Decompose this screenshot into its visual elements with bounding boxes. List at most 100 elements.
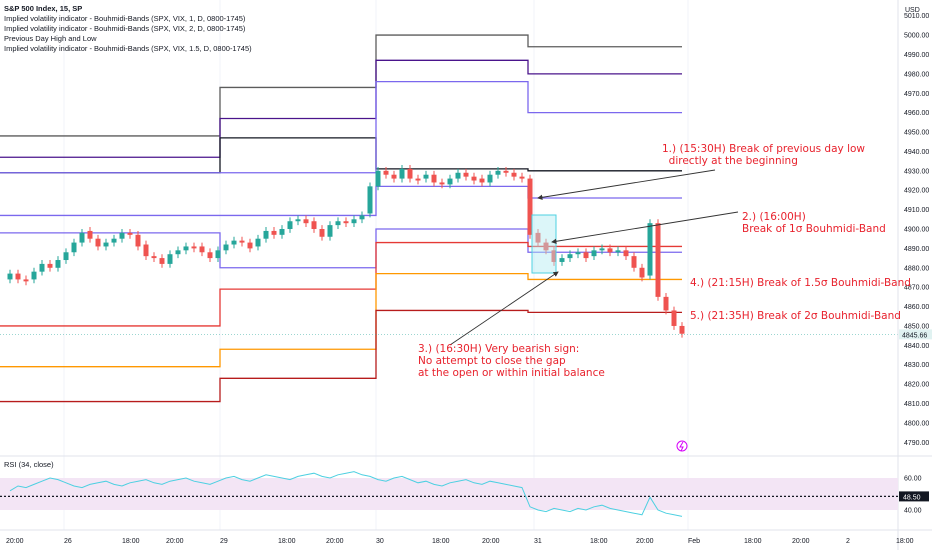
legend-line[interactable]: Implied volatility indicator - Bouhmidi-… xyxy=(4,44,252,53)
candle-body xyxy=(39,263,45,272)
candle-body xyxy=(399,168,405,179)
band-line xyxy=(0,228,682,269)
legend-title[interactable]: S&P 500 Index, 15, SP xyxy=(4,4,83,13)
y-tick-label: 4810.00 xyxy=(904,401,929,408)
candle-body xyxy=(135,234,141,247)
candle-body xyxy=(71,242,77,253)
x-tick-label: 20:00 xyxy=(166,538,184,545)
candle-body xyxy=(663,296,669,311)
candle-body xyxy=(583,252,589,259)
legend: S&P 500 Index, 15, SP Implied volatility… xyxy=(4,4,252,54)
candle-body xyxy=(551,250,557,262)
band-line xyxy=(0,137,682,174)
y-tick-label: 4880.00 xyxy=(904,265,929,272)
candle-body xyxy=(15,273,21,280)
candle-body xyxy=(247,242,253,249)
x-tick-label: 18:00 xyxy=(590,538,608,545)
y-tick-label: 4800.00 xyxy=(904,420,929,427)
candle-body xyxy=(543,242,549,251)
candle-body xyxy=(559,258,565,262)
y-tick-label: 4900.00 xyxy=(904,227,929,234)
candle-body xyxy=(47,263,53,268)
candle-body xyxy=(311,221,317,229)
annotation-5: 5.) (21:35H) Break of 2σ Bouhmidi-Band xyxy=(690,310,901,322)
candle-body xyxy=(303,219,309,224)
candle-body xyxy=(671,310,677,326)
candle-body xyxy=(159,258,165,264)
candle-body xyxy=(103,242,109,247)
legend-line[interactable]: Previous Day High and Low xyxy=(4,34,97,43)
candle-body xyxy=(111,238,117,243)
y-tick-label: 5000.00 xyxy=(904,33,929,40)
candle-body xyxy=(407,168,413,179)
x-tick-label: 20:00 xyxy=(6,538,24,545)
candle-body xyxy=(647,223,653,276)
lightning-icon xyxy=(676,440,688,452)
candle-body xyxy=(479,178,485,183)
candle-body xyxy=(63,252,69,261)
candle-body xyxy=(127,232,133,235)
candle-body xyxy=(55,260,61,268)
candle-body xyxy=(31,271,37,280)
rsi-pane: 40.00 60.00 48.50 xyxy=(0,455,932,517)
y-tick-label: 4930.00 xyxy=(904,168,929,175)
rsi-label[interactable]: RSI (34, close) xyxy=(4,460,54,469)
candle-body xyxy=(607,248,613,253)
rsi-line xyxy=(9,471,683,517)
candle-body xyxy=(95,238,101,247)
band-line xyxy=(0,59,682,158)
last-price-label: 4845.66 xyxy=(902,332,927,339)
x-tick-label: 20:00 xyxy=(792,538,810,545)
candle-body xyxy=(151,256,157,259)
x-tick-label: 26 xyxy=(64,538,72,545)
candle-body xyxy=(631,256,637,268)
x-tick-label: 20:00 xyxy=(636,538,654,545)
candle-body xyxy=(175,250,181,255)
y-tick-label: 4890.00 xyxy=(904,246,929,253)
candle-body xyxy=(511,172,517,177)
y-tick-label: 4870.00 xyxy=(904,285,929,292)
candle-body xyxy=(623,250,629,257)
candle-body xyxy=(487,174,493,183)
candle-body xyxy=(239,240,245,243)
candle-body xyxy=(7,273,13,280)
annotation-1: 1.) (15:30H) Break of previous day low d… xyxy=(662,143,866,167)
annotation-arrow xyxy=(537,169,716,200)
candle-body xyxy=(591,250,597,257)
candle-body xyxy=(295,219,301,222)
candle-body xyxy=(79,232,85,243)
x-tick-label: Feb xyxy=(688,538,700,545)
candle-body xyxy=(183,246,189,251)
x-tick-label: 18:00 xyxy=(278,538,296,545)
candle-body xyxy=(215,250,221,259)
y-tick-label: 4820.00 xyxy=(904,382,929,389)
band-line xyxy=(0,241,682,327)
legend-line[interactable]: Implied volatility indicator - Bouhmidi-… xyxy=(4,24,246,33)
annotation-arrow xyxy=(551,211,739,244)
candle-body xyxy=(655,223,661,297)
candle-body xyxy=(375,170,381,187)
x-tick-label: 20:00 xyxy=(326,538,344,545)
candle-body xyxy=(615,250,621,253)
candle-body xyxy=(255,238,261,247)
rsi-tick-label: 60.00 xyxy=(904,476,922,483)
y-tick-label: 4790.00 xyxy=(904,440,929,447)
annotation-3: 3.) (16:30H) Very bearish sign: No attem… xyxy=(418,343,605,379)
y-tick-label: 4860.00 xyxy=(904,304,929,311)
y-tick-label: 4970.00 xyxy=(904,91,929,98)
candle-body xyxy=(343,221,349,224)
candle-body xyxy=(199,246,205,253)
candle-body xyxy=(439,182,445,185)
highlight-box xyxy=(531,214,557,274)
y-tick-label: 4990.00 xyxy=(904,52,929,59)
candle-body xyxy=(679,325,685,334)
annotation-2: 2.) (16:00H) Break of 1σ Bouhmidi-Band xyxy=(742,211,886,235)
y-tick-label: 4850.00 xyxy=(904,323,929,330)
legend-line[interactable]: Implied volatility indicator - Bouhmidi-… xyxy=(4,14,246,23)
x-tick-label: 18:00 xyxy=(432,538,450,545)
candle-body xyxy=(119,232,125,239)
candle-body xyxy=(463,172,469,177)
candle-body xyxy=(271,230,277,235)
